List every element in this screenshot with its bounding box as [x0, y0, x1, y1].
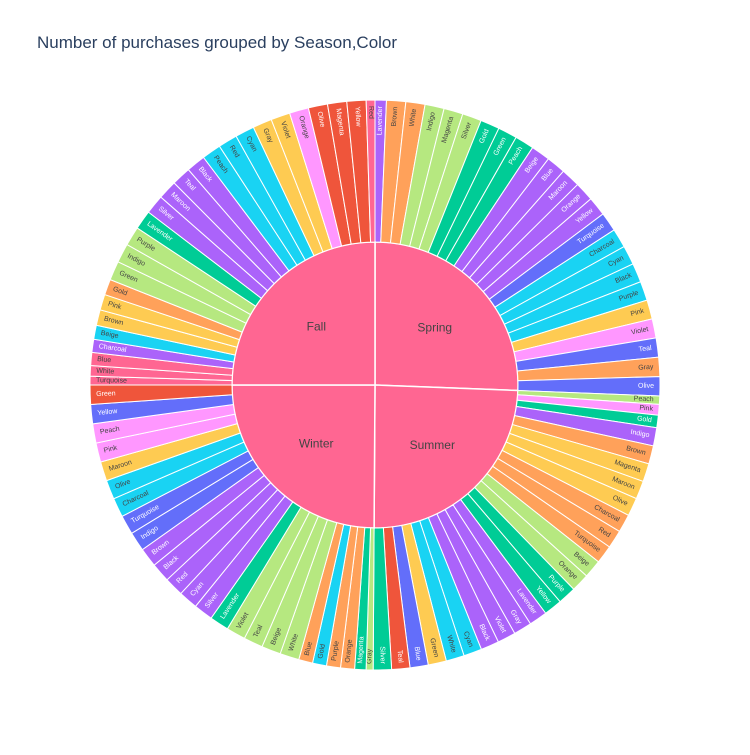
color-label-spring-white: White: [409, 108, 418, 127]
color-label-summer-white: White: [445, 635, 457, 654]
color-label-fall-red: Red: [367, 106, 374, 119]
color-label-fall-turquoise: Turquoise: [96, 377, 127, 384]
color-label-fall-beige: Beige: [100, 330, 119, 340]
color-label-spring-indigo: Indigo: [426, 111, 437, 131]
season-label-summer: Summer: [410, 438, 455, 452]
color-label-summer-teal: Teal: [396, 650, 404, 664]
color-label-winter-gray: Gray: [366, 648, 373, 664]
color-label-summer-blue: Blue: [413, 646, 422, 661]
color-label-summer-green: Green: [428, 637, 439, 658]
color-label-spring-pink: Pink: [630, 308, 645, 318]
color-label-winter-magenta: Magenta: [357, 636, 365, 664]
color-label-spring-gray: Gray: [638, 364, 654, 372]
season-label-spring: Spring: [417, 320, 452, 334]
color-label-summer-indigo: Indigo: [630, 429, 650, 439]
color-label-summer-brown: Brown: [625, 445, 646, 457]
color-label-summer-peach: Peach: [634, 395, 654, 403]
color-sector-fall-red[interactable]: [365, 99, 376, 243]
color-label-winter-yellow: Yellow: [97, 408, 119, 417]
color-label-fall-pink: Pink: [107, 301, 123, 312]
color-label-fall-magenta: Magenta: [334, 108, 345, 136]
color-label-fall-gold: Gold: [112, 286, 128, 298]
chart-title: Number of purchases grouped by Season,Co…: [37, 33, 398, 52]
season-label-winter: Winter: [299, 436, 334, 450]
color-label-winter-green: Green: [96, 390, 116, 398]
color-label-winter-peach: Peach: [99, 426, 120, 436]
color-label-fall-yellow: Yellow: [353, 106, 361, 127]
color-label-summer-pink: Pink: [639, 405, 654, 413]
color-label-summer-silver: Silver: [378, 646, 385, 664]
color-label-winter-orange: Orange: [345, 639, 354, 663]
color-label-winter-purple: Purple: [331, 640, 341, 661]
color-label-fall-blue: Blue: [97, 356, 112, 364]
color-label-spring-brown: Brown: [391, 106, 399, 126]
color-label-spring-lavender: Lavender: [377, 105, 385, 135]
color-label-fall-brown: Brown: [103, 316, 124, 328]
season-label-fall: Fall: [307, 319, 326, 333]
color-label-fall-olive: Olive: [316, 111, 326, 128]
color-label-summer-gold: Gold: [637, 415, 653, 424]
color-label-spring-olive: Olive: [638, 383, 654, 390]
color-label-winter-pink: Pink: [103, 444, 118, 454]
color-label-winter-blue: Blue: [304, 641, 314, 656]
color-label-fall-white: White: [96, 368, 114, 376]
color-label-winter-gold: Gold: [317, 643, 327, 659]
color-label-spring-teal: Teal: [638, 345, 652, 354]
color-label-fall-charcoal: Charcoal: [98, 343, 127, 354]
color-label-spring-violet: Violet: [631, 326, 649, 336]
